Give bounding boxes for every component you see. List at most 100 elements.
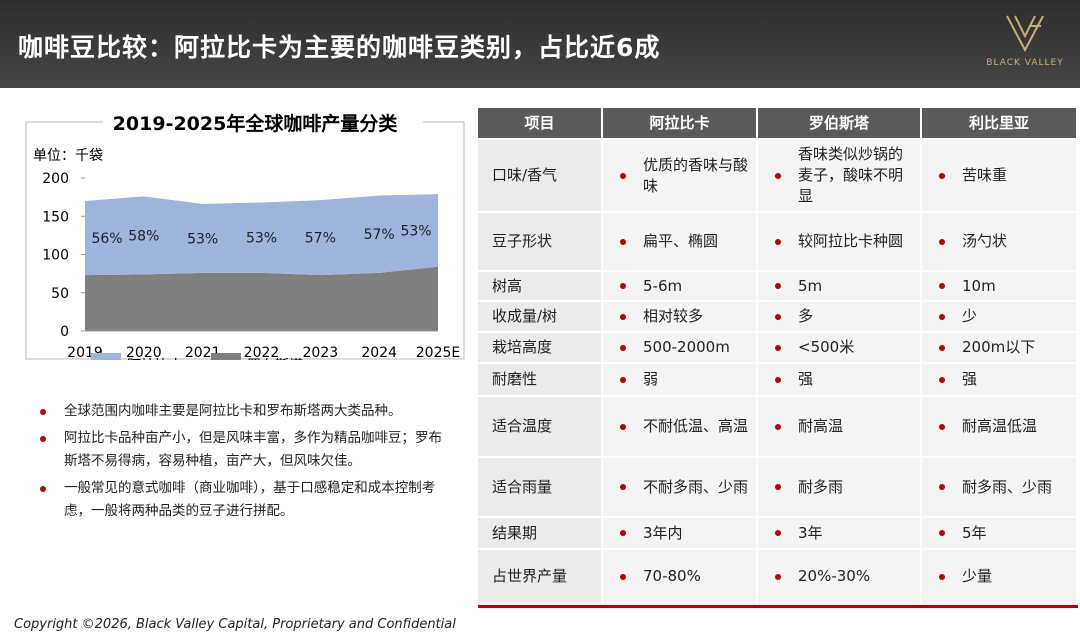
- cell-text: 收成量/树: [492, 307, 558, 325]
- cell-text: 不耐多雨、少雨: [643, 477, 749, 496]
- table-cell: 少量: [922, 550, 1078, 605]
- x-tick-label: 2023: [303, 345, 339, 360]
- legend-swatch: [91, 353, 121, 360]
- table-cell: 3年: [758, 518, 922, 550]
- cell-text: 树高: [492, 276, 523, 295]
- bullet-list: 全球范围内咖啡主要是阿拉比卡和罗布斯塔两大类品种。 阿拉比卡品种亩产小，但是风味丰…: [40, 400, 450, 527]
- legend-label: 阿拉比卡: [127, 358, 183, 360]
- x-tick-label: 2022: [244, 345, 280, 360]
- legend-label: 罗布斯塔: [247, 358, 303, 360]
- share-label: 56%: [91, 231, 122, 247]
- cell-text: 5-6m: [643, 276, 683, 295]
- table-cell: 适合温度: [478, 397, 603, 458]
- table-cell: 5年: [922, 518, 1078, 550]
- table-cell: 汤勺状: [922, 213, 1078, 272]
- table-header-cell: 利比里亚: [922, 108, 1078, 140]
- table-cell: 5m: [758, 272, 922, 302]
- table-cell: 70-80%: [603, 550, 758, 605]
- footer: Copyright ©2026, Black Valley Capital, P…: [14, 617, 456, 632]
- cell-text: 香味类似炒锅的麦子，酸味不明显: [798, 145, 904, 205]
- table-cell: 栽培高度: [478, 333, 603, 364]
- cell-text: 3年内: [643, 523, 683, 542]
- table-cell: 耐高温: [758, 397, 922, 458]
- cell-text: 200m以下: [962, 338, 1036, 356]
- x-tick-label: 2024: [361, 345, 397, 360]
- share-label: 58%: [128, 228, 159, 244]
- y-tick-label: 0: [60, 324, 69, 340]
- cell-text: 栽培高度: [492, 338, 553, 356]
- table-cell: 扁平、椭圆: [603, 213, 758, 272]
- area: [85, 194, 438, 276]
- legend-swatch: [211, 353, 241, 360]
- table-cell: 20%-30%: [758, 550, 922, 605]
- table-cell: 不耐低温、高温: [603, 397, 758, 458]
- table-cell: 相对较多: [603, 302, 758, 333]
- unit-label: 单位：千袋: [33, 148, 103, 164]
- cell-text: 耐多雨、少雨: [962, 477, 1053, 496]
- bullet: 一般常见的意式咖啡（商业咖啡），基于口感稳定和成本控制考虑，一般将两种品类的豆子…: [40, 477, 450, 523]
- table-cell: 耐高温低温: [922, 397, 1078, 458]
- table-cell: 不耐多雨、少雨: [603, 458, 758, 518]
- table-header-cell: 阿拉比卡: [603, 108, 758, 140]
- table-cell: 5-6m: [603, 272, 758, 302]
- table-cell: 耐多雨: [758, 458, 922, 518]
- share-label: 53%: [400, 223, 431, 239]
- cell-text: <500米: [798, 338, 855, 356]
- cell-text: 适合温度: [492, 417, 553, 435]
- table-cell: 口味/香气: [478, 140, 603, 213]
- cell-text: 优质的香味与酸味: [643, 155, 749, 195]
- y-tick-label: 50: [51, 286, 69, 302]
- cell-text: 口味/香气: [492, 166, 558, 184]
- cell-text: 项目: [524, 113, 555, 132]
- table-cell: 占世界产量: [478, 550, 603, 605]
- cell-text: 耐高温低温: [962, 417, 1038, 435]
- cell-text: 强: [798, 370, 814, 388]
- table-cell: 500-2000m: [603, 333, 758, 364]
- cell-text: 20%-30%: [798, 567, 871, 585]
- y-tick-label: 100: [42, 248, 69, 264]
- table-cell: 10m: [922, 272, 1078, 302]
- logo-mark: [1006, 15, 1044, 52]
- cell-text: 5m: [798, 276, 823, 295]
- cell-text: 较阿拉比卡种圆: [798, 232, 904, 250]
- cell-text: 结果期: [492, 523, 538, 542]
- table-cell: 苦味重: [922, 140, 1078, 213]
- table-cell: 强: [922, 364, 1078, 397]
- table-cell: 收成量/树: [478, 302, 603, 333]
- cell-text: 相对较多: [643, 307, 704, 325]
- cell-text: 占世界产量: [492, 567, 568, 585]
- logo-text: BLACK VALLEY: [986, 58, 1064, 68]
- cell-text: 扁平、椭圆: [643, 232, 719, 250]
- slide-title: 咖啡豆比较：阿拉比卡为主要的咖啡豆类别，占比近6成: [18, 33, 661, 62]
- cell-text: 耐磨性: [492, 370, 538, 388]
- table-cell: 适合雨量: [478, 458, 603, 518]
- table-header-cell: 项目: [478, 108, 603, 140]
- cell-text: 少: [962, 307, 978, 325]
- cell-text: 少量: [962, 567, 993, 585]
- cell-text: 耐多雨: [798, 477, 844, 496]
- table-cell: <500米: [758, 333, 922, 364]
- x-tick-label: 2025E: [416, 345, 460, 360]
- table-cell: 较阿拉比卡种圆: [758, 213, 922, 272]
- table-cell: 香味类似炒锅的麦子，酸味不明显: [758, 140, 922, 213]
- table-cell: 豆子形状: [478, 213, 603, 272]
- table-rule: [478, 605, 1078, 608]
- cell-text: 利比里亚: [968, 113, 1029, 132]
- cell-text: 不耐低温、高温: [643, 417, 749, 435]
- table-cell: 弱: [603, 364, 758, 397]
- table-cell: 树高: [478, 272, 603, 302]
- table-cell: 200m以下: [922, 333, 1078, 364]
- cell-text: 5年: [962, 523, 987, 542]
- cell-text: 适合雨量: [492, 477, 553, 496]
- bullet: 阿拉比卡品种亩产小，但是风味丰富，多作为精品咖啡豆；罗布斯塔不易得病，容易种植，…: [40, 427, 450, 473]
- table-cell: 耐多雨、少雨: [922, 458, 1078, 518]
- cell-text: 耐高温: [798, 417, 844, 435]
- cell-text: 3年: [798, 523, 823, 542]
- cell-text: 70-80%: [643, 567, 701, 585]
- table-cell: 耐磨性: [478, 364, 603, 397]
- cell-text: 10m: [962, 276, 996, 295]
- cell-text: 阿拉比卡: [649, 113, 710, 132]
- cell-text: 罗伯斯塔: [808, 113, 869, 132]
- cell-text: 500-2000m: [643, 338, 730, 356]
- cell-text: 强: [962, 370, 978, 388]
